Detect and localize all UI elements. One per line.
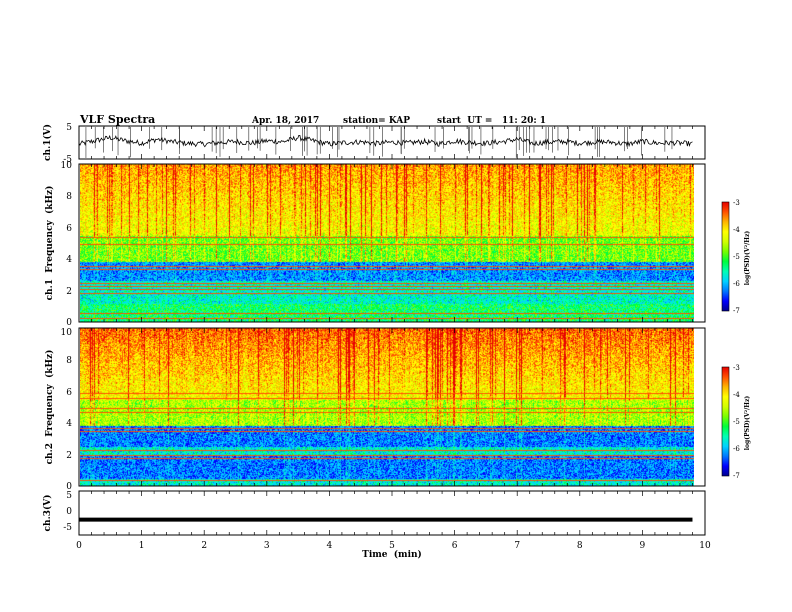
spectrogram-image	[80, 164, 694, 322]
time-tick-label: 0	[76, 541, 82, 551]
ch2-cb-tick-m3: -3	[733, 364, 740, 372]
ch2-freq-tick-8: 8	[66, 356, 72, 366]
ch1-ytick-top: 5	[66, 123, 72, 133]
time-axis-tick-labels: 0 1 2 3 4 5 6 7 8 9 10	[76, 541, 711, 551]
ch2-freq-ylabel: ch.2 Frequency (kHz)	[44, 350, 55, 465]
ch3-ylabel: ch.3(V)	[42, 495, 53, 532]
ch1-cb-tick-m6: -6	[733, 280, 740, 288]
header-date: Apr. 18, 2017	[251, 116, 319, 126]
time-tick-label: 6	[452, 541, 458, 551]
ch1-colorbar: -3 -4 -5 -6 -7 log(PSD)(V²/Hz)	[721, 199, 751, 315]
ch1-freq-tick-2: 2	[66, 287, 72, 297]
ch1-time-series-panel: 5 -5 ch.1(V)	[42, 123, 706, 165]
ch3-ytick-5: 5	[66, 491, 72, 501]
ch1-trace-line	[78, 134, 693, 148]
spectrogram-image	[80, 328, 694, 486]
ch2-cb-label: log(PSD)(V²/Hz)	[744, 396, 751, 451]
ch1-cb-label: log(PSD)(V²/Hz)	[744, 231, 751, 286]
ch1-ylabel: ch.1(V)	[42, 124, 53, 161]
header-station: station= KAP	[343, 116, 410, 126]
ch2-freq-tick-6: 6	[66, 388, 72, 398]
ch1-ytick-bottom: -5	[63, 155, 72, 165]
ch2-colorbar: -3 -4 -5 -6 -7 log(PSD)(V²/Hz)	[721, 364, 751, 480]
ch2-cb-tick-m7: -7	[733, 472, 740, 480]
ch1-cb-tick-m4: -4	[733, 226, 740, 234]
ch2-freq-tick-0: 0	[66, 482, 72, 492]
ch1-freq-tick-10: 10	[61, 161, 73, 171]
ch2-spectrogram-heatmap	[80, 328, 694, 486]
ch2-freq-tick-10: 10	[61, 328, 73, 338]
ch1-x-ticks	[78, 126, 706, 159]
ch2-freq-tick-2: 2	[66, 451, 72, 461]
ch3-ytick-m5: -5	[63, 523, 72, 533]
time-tick-label: 7	[514, 541, 520, 551]
ch3-ytick-0: 0	[66, 507, 72, 517]
time-tick-label: 5	[389, 541, 395, 551]
ch1-cb-tick-m7: -7	[733, 307, 740, 315]
ch2-spectrogram-ticks	[78, 328, 706, 486]
ch2-spectrogram-panel: 0 2 4 6 8 10 ch.2 Frequency (kHz)	[44, 327, 706, 492]
ch1-spectrogram-ticks	[78, 164, 706, 322]
time-tick-label: 1	[139, 541, 145, 551]
ch1-cb-tick-m5: -5	[733, 253, 740, 261]
ch1-freq-tick-8: 8	[66, 192, 72, 202]
time-tick-label: 10	[699, 541, 711, 551]
time-tick-label: 8	[577, 541, 583, 551]
time-tick-label: 4	[327, 541, 333, 551]
ch2-cb-tick-m6: -6	[733, 445, 740, 453]
ch1-freq-tick-0: 0	[66, 318, 72, 328]
ch2-freq-tick-4: 4	[66, 419, 72, 429]
time-axis-label: Time (min)	[362, 549, 422, 560]
ch1-cb-tick-m3: -3	[733, 199, 740, 207]
time-tick-label: 2	[201, 541, 207, 551]
ch3-x-ticks	[78, 491, 706, 535]
ch1-freq-tick-4: 4	[66, 255, 72, 265]
ch1-trace	[78, 127, 693, 158]
ch1-spectrogram-heatmap	[80, 164, 694, 322]
figure-title: VLF Spectra	[79, 113, 155, 126]
time-tick-label: 9	[640, 541, 646, 551]
ch1-spectrogram-panel: 0 2 4 6 8 10 ch.1 Frequency (kHz)	[44, 161, 706, 328]
ch1-freq-ylabel: ch.1 Frequency (kHz)	[44, 186, 55, 301]
ch2-cb-tick-m4: -4	[733, 391, 740, 399]
ch3-time-series-panel: 5 0 -5 ch.3(V) 0 1 2 3 4 5 6 7 8 9 10 Time (min)	[42, 490, 711, 560]
header-start-time: start UT = 11: 20: 1	[437, 116, 546, 126]
ch2-cb-tick-m5: -5	[733, 418, 740, 426]
time-tick-label: 3	[264, 541, 270, 551]
ch1-freq-tick-6: 6	[66, 224, 72, 234]
